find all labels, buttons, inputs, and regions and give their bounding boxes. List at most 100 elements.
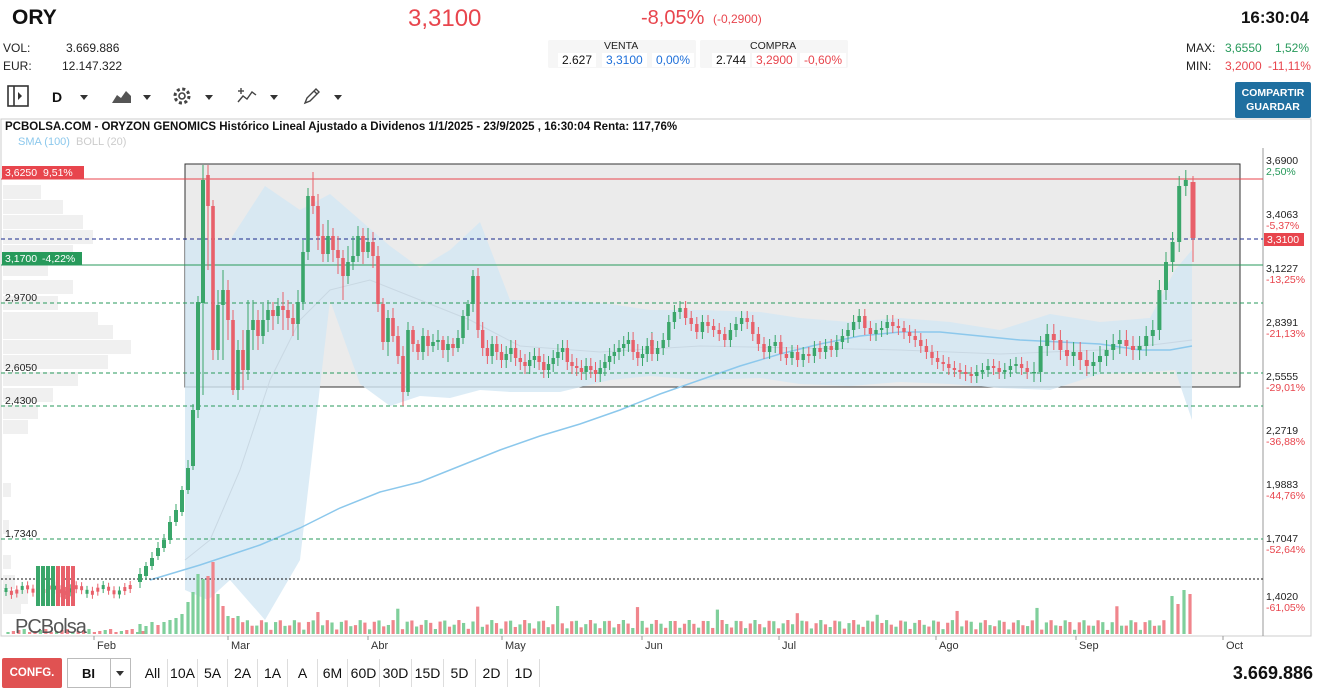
bottom-bar: CONFG. BI All 10A 5A 2A 1A A 6M 60D 30D 15D 5D 2D 1D… [0, 655, 1327, 693]
chart-type-select[interactable] [111, 84, 151, 110]
volume-bar [1101, 622, 1105, 634]
period-button-5a[interactable]: 5A [198, 659, 228, 687]
volume-bar [250, 625, 254, 634]
candle-body [902, 328, 906, 332]
drawing-tools-select[interactable] [302, 84, 342, 110]
venta-qty: 2.627 [558, 53, 597, 67]
volume-bar [701, 620, 705, 634]
period-button-10a[interactable]: 10A [168, 659, 198, 687]
candle-body [331, 236, 335, 250]
candle-body [672, 312, 677, 322]
volume-bar [180, 614, 184, 634]
candle-body [745, 318, 749, 322]
bollinger-middle [184, 279, 1193, 561]
candle-body [513, 348, 518, 358]
volume-bar [894, 626, 898, 634]
volume-bar [485, 624, 489, 634]
period-button-a[interactable]: A [288, 659, 318, 687]
chart-canvas[interactable]: 3,6250 9,51% 3,1700 -4,22% 2,9700 2,6050… [0, 118, 1327, 658]
candle-body [276, 306, 280, 316]
volume-bar [579, 627, 583, 634]
config-button[interactable]: CONFG. [2, 658, 62, 688]
period-button-2d[interactable]: 2D [476, 659, 508, 687]
volume-bar [49, 632, 53, 634]
period-button-60d[interactable]: 60D [348, 659, 380, 687]
indicators-select[interactable] [236, 84, 278, 110]
volume-bar [1073, 629, 1077, 634]
indicator-legend: SMA (100) BOLL (20) [18, 136, 126, 148]
chevron-down-icon [205, 94, 213, 100]
volume-bar [264, 622, 268, 634]
volume-bar [1170, 596, 1174, 634]
panel-toggle-button[interactable] [6, 84, 30, 110]
candle-body [351, 256, 355, 262]
volume-bar [490, 620, 494, 634]
volume-bar [866, 620, 870, 634]
candle-body [451, 344, 455, 348]
candle-body [593, 370, 598, 374]
period-value: D [52, 89, 63, 105]
volume-bar [452, 624, 456, 634]
volume-bar [838, 621, 842, 634]
candle-body [739, 318, 744, 324]
candle-body [96, 587, 100, 592]
volume-bar [1007, 629, 1011, 634]
period-button-all[interactable]: All [138, 659, 168, 687]
venta-box: VENTA 2.627 3,3100 0,00% [548, 40, 696, 68]
volume-bar [612, 627, 616, 634]
volume-bar [556, 606, 560, 634]
period-button-1a[interactable]: 1A [258, 659, 288, 687]
candle-body [835, 342, 839, 350]
volume-bar [1002, 621, 1006, 634]
volume-bar [1110, 622, 1114, 634]
period-button-6m[interactable]: 6M [318, 659, 348, 687]
candle-body [868, 328, 873, 334]
candle-body [818, 348, 822, 352]
settings-select[interactable] [171, 84, 213, 110]
legend-sma[interactable]: SMA (100) [18, 136, 70, 148]
volume-bar [941, 629, 945, 634]
period-button-2a[interactable]: 2A [228, 659, 258, 687]
period-button-1d[interactable]: 1D [508, 659, 540, 687]
volume-bar [480, 626, 484, 634]
chart-title: PCBOLSA.COM - ORYZON GENOMICS Histórico … [5, 121, 678, 133]
eur-label: EUR: [3, 59, 32, 73]
bi-select[interactable]: BI [67, 658, 131, 688]
period-button-5d[interactable]: 5D [444, 659, 476, 687]
volume-bar [245, 620, 249, 634]
candle-body [1170, 242, 1175, 262]
candle-body [930, 352, 934, 358]
candle-body [829, 346, 833, 350]
period-button-30d[interactable]: 30D [380, 659, 412, 687]
volume-bar [946, 622, 950, 634]
volume-bar [518, 624, 522, 634]
volume-bar [800, 620, 804, 634]
candle-body [156, 548, 160, 556]
volume-bar [494, 623, 499, 634]
share-save-button[interactable]: COMPARTIR GUARDAR [1235, 82, 1311, 118]
volume-bar [617, 624, 621, 634]
volume-bar [1124, 625, 1128, 634]
price-axis-pct: -36,88% [1266, 436, 1305, 448]
volume-bar [504, 621, 508, 634]
volume-bar [786, 620, 790, 634]
volume-bar [306, 621, 311, 634]
volume-bar [776, 628, 781, 634]
period-select[interactable]: D [52, 84, 89, 110]
volume-bar [917, 620, 922, 634]
volume-bar [6, 632, 10, 634]
volume-bar [174, 618, 178, 634]
volume-bar [259, 620, 264, 634]
candle-body [1091, 362, 1096, 366]
volume-bar [38, 630, 42, 634]
price-chart[interactable]: 3,6250 9,51% 3,1700 -4,22% 2,9700 2,6050… [0, 118, 1327, 658]
legend-boll[interactable]: BOLL (20) [76, 136, 127, 148]
volume-bar [1188, 594, 1192, 634]
candle-body [1131, 346, 1135, 350]
period-button-15d[interactable]: 15D [412, 659, 444, 687]
volume-bar [725, 623, 729, 634]
candle-body [773, 342, 777, 346]
volume-bar [130, 629, 134, 634]
volume-bar [447, 626, 452, 634]
candle-body [523, 362, 527, 366]
